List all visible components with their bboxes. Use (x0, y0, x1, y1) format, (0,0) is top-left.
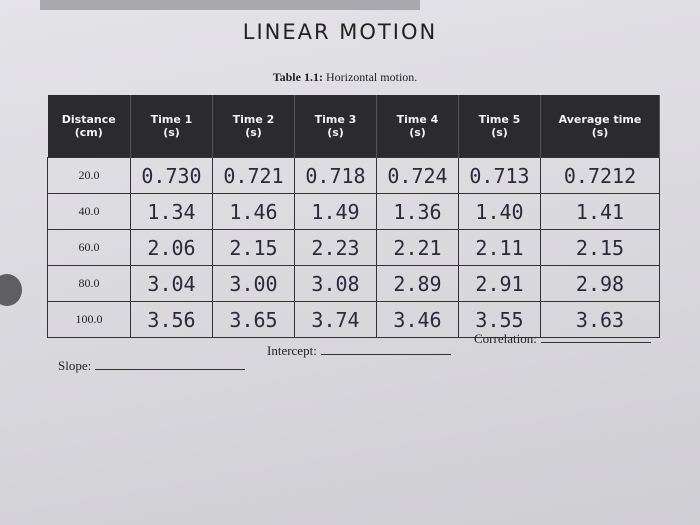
table-row: 20.0 0.730 0.721 0.718 0.724 0.713 0.7212 (47, 157, 660, 194)
table-row: 80.0 3.04 3.00 3.08 2.89 2.91 2.98 (47, 265, 660, 302)
column-header: Distance (cm) (47, 95, 131, 158)
caption-text: Horizontal motion. (325, 70, 418, 84)
column-header: Average time (s) (540, 95, 660, 158)
time-cell: 2.15 (212, 229, 295, 266)
time-cell: 2.23 (294, 229, 377, 266)
distance-cell: 40.0 (47, 193, 131, 230)
time-cell: 0.7212 (540, 157, 660, 194)
time-cell: 2.98 (540, 265, 660, 302)
column-header: Time 4 (s) (376, 95, 459, 158)
column-name: Time 5 (478, 113, 521, 126)
time-cell: 3.04 (130, 265, 213, 302)
column-header: Time 3 (s) (294, 95, 377, 158)
time-cell: 3.46 (376, 301, 459, 338)
blank-line (95, 369, 246, 370)
header-row: Distance (cm) Time 1 (s) Time 2 (s) Time 3 (s) T… (47, 95, 660, 158)
column-unit: (s) (409, 126, 426, 139)
table-row: 40.0 1.34 1.46 1.49 1.36 1.40 1.41 (47, 193, 660, 230)
time-cell: 1.36 (376, 193, 459, 230)
correlation-field: Correlation: (474, 331, 651, 347)
time-cell: 2.11 (458, 229, 541, 266)
column-name: Distance (61, 113, 116, 126)
intercept-label: Intercept: (267, 343, 317, 358)
column-unit: (s) (491, 126, 508, 139)
time-cell: 2.89 (376, 265, 459, 302)
time-cell: 0.724 (376, 157, 459, 194)
correlation-label: Correlation: (474, 331, 537, 346)
time-cell: 3.56 (130, 301, 213, 338)
distance-cell: 20.0 (47, 157, 131, 194)
time-cell: 2.91 (458, 265, 541, 302)
time-cell: 1.40 (458, 193, 541, 230)
caption: Table 1.1: Horizontal motion. (0, 70, 690, 85)
column-name: Time 1 (150, 113, 193, 126)
title: LINEAR MOTION (242, 20, 438, 44)
column-name: Average time (558, 113, 642, 126)
column-name: Time 2 (232, 113, 275, 126)
column-name: Time 3 (314, 113, 357, 126)
intercept-field: Intercept: (267, 343, 451, 359)
time-cell: 3.63 (540, 301, 660, 338)
time-cell: 3.00 (212, 265, 295, 302)
data-table: Distance (cm) Time 1 (s) Time 2 (s) Time 3 (s) T… (47, 95, 660, 338)
column-unit: (s) (245, 126, 262, 139)
table-row: 100.0 3.56 3.65 3.74 3.46 3.55 3.63 (47, 301, 660, 338)
column-unit: (s) (327, 126, 344, 139)
time-cell: 1.41 (540, 193, 660, 230)
time-cell: 3.08 (294, 265, 377, 302)
punch-hole (0, 274, 22, 306)
column-header: Time 1 (s) (130, 95, 213, 158)
column-header: Time 2 (s) (212, 95, 295, 158)
time-cell: 0.713 (458, 157, 541, 194)
column-name: Time 4 (396, 113, 439, 126)
table-row: 60.0 2.06 2.15 2.23 2.21 2.11 2.15 (47, 229, 660, 266)
time-cell: 3.74 (294, 301, 377, 338)
time-cell: 1.34 (130, 193, 213, 230)
time-cell: 2.06 (130, 229, 213, 266)
column-header: Time 5 (s) (458, 95, 541, 158)
distance-cell: 60.0 (47, 229, 131, 266)
time-cell: 0.718 (294, 157, 377, 194)
blank-line (540, 342, 651, 343)
top-band (40, 0, 420, 10)
time-cell: 2.15 (540, 229, 660, 266)
time-cell: 1.46 (212, 193, 295, 230)
time-cell: 3.65 (212, 301, 295, 338)
table-head: Distance (cm) Time 1 (s) Time 2 (s) Time 3 (s) T… (47, 95, 660, 158)
slope-field: Slope: (58, 358, 246, 374)
time-cell: 0.721 (212, 157, 295, 194)
time-cell: 0.730 (130, 157, 213, 194)
blank-line (320, 354, 451, 355)
time-cell: 1.49 (294, 193, 377, 230)
distance-cell: 100.0 (47, 301, 131, 338)
table-body: 20.0 0.730 0.721 0.718 0.724 0.713 0.7212 40.0 1… (47, 157, 660, 338)
slope-label: Slope: (58, 358, 92, 373)
column-unit: (cm) (74, 126, 103, 139)
time-cell: 2.21 (376, 229, 459, 266)
caption-label: Table 1.1: (272, 70, 323, 84)
distance-cell: 80.0 (47, 265, 131, 302)
column-unit: (s) (163, 126, 180, 139)
time-cell: 3.55 (458, 301, 541, 338)
column-unit: (s) (591, 126, 609, 139)
